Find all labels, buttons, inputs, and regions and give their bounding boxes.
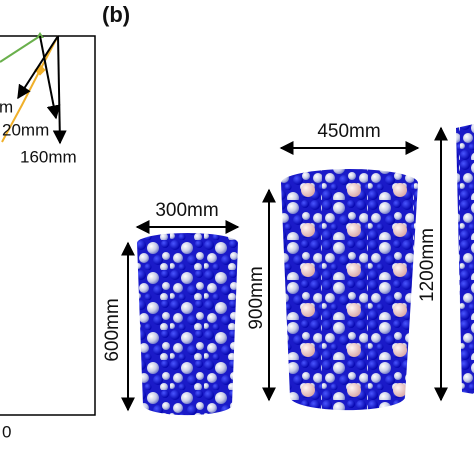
dimension-label: 900mm [246,266,267,329]
sample-1: 300mm 600mm [102,200,240,416]
x-tick-label: 0 [2,422,11,441]
dimension-label: 450mm [317,121,380,142]
dimension-label: 300mm [155,200,218,221]
annotation: m [0,97,13,116]
dimension-label: 1200mm [417,228,438,302]
annotation: 160mm [20,147,77,166]
left-plot: m 20mm 160mm 0 [0,32,96,441]
sample-3: 1200mm [417,124,474,402]
annotation: 20mm [2,120,49,139]
panel-label: (b) [102,2,130,27]
dimension-label: 600mm [102,298,123,361]
sample-2: 450mm 900mm [246,121,420,411]
